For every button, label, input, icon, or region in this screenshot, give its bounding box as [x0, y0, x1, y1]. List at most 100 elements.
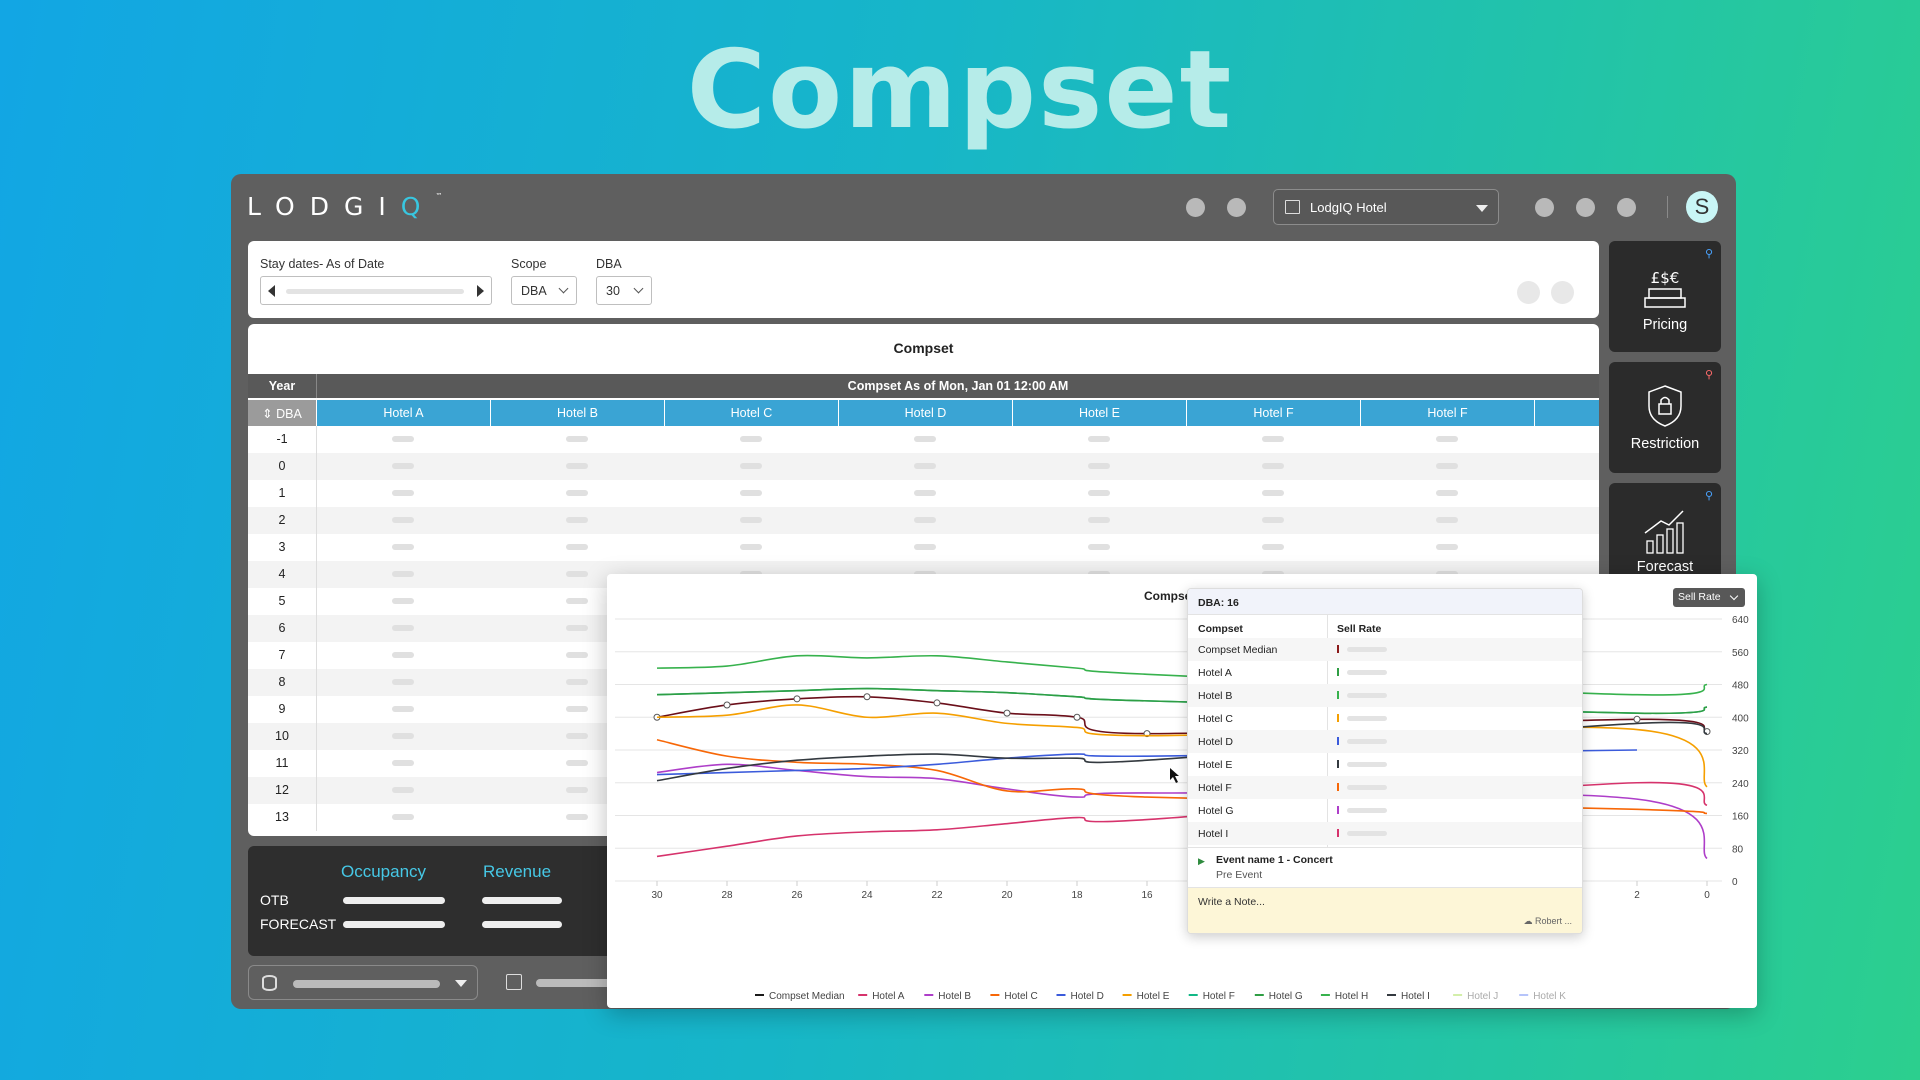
tooltip-row-label: Hotel D: [1198, 736, 1234, 748]
data-point: [933, 699, 941, 707]
legend-label[interactable]: Hotel G: [1269, 991, 1303, 1002]
nav-dot-1[interactable]: [1186, 198, 1205, 217]
dba-column-header[interactable]: ⇕ DBA: [248, 400, 316, 426]
tooltip-row-label: Hotel A: [1198, 667, 1232, 679]
table-header-group: Year Compset As of Mon, Jan 01 12:00 AM: [248, 374, 1599, 398]
value-placeholder: [566, 814, 588, 820]
measure-select[interactable]: Sell Rate: [1673, 588, 1745, 607]
restriction-card[interactable]: ⚲ Restriction: [1609, 362, 1721, 473]
tooltip-row: Hotel E: [1188, 753, 1582, 776]
x-tick-label: 20: [1001, 890, 1013, 901]
legend-label[interactable]: Hotel K: [1533, 991, 1566, 1002]
hotel-column-header[interactable]: Hotel F: [1186, 400, 1360, 426]
column-divider: [316, 669, 317, 696]
series-color-marker: [1337, 691, 1339, 699]
value-placeholder: [392, 787, 414, 793]
value-placeholder: [914, 463, 936, 469]
legend-label[interactable]: Hotel C: [1004, 991, 1037, 1002]
y-tick-label: 480: [1732, 681, 1749, 692]
series-color-marker: [1337, 806, 1339, 814]
chevron-down-icon: [633, 283, 644, 294]
legend-label[interactable]: Hotel F: [1203, 991, 1235, 1002]
y-tick-label: 560: [1732, 648, 1749, 659]
stay-dates-label: Stay dates- As of Date: [260, 257, 385, 271]
legend-label[interactable]: Compset Median: [769, 991, 845, 1002]
hotel-column-header[interactable]: Hotel A: [316, 400, 490, 426]
hotel-select[interactable]: LodgIQ Hotel: [1273, 189, 1499, 225]
nav-dot-2[interactable]: [1227, 198, 1246, 217]
legend-label[interactable]: Hotel B: [938, 991, 971, 1002]
tooltip-row: Hotel B: [1188, 684, 1582, 707]
column-divider: [316, 561, 317, 588]
legend-label[interactable]: Hotel A: [872, 991, 905, 1002]
nav-dot-4[interactable]: [1576, 198, 1595, 217]
next-arrow-icon[interactable]: [477, 285, 484, 297]
pin-icon[interactable]: ⚲: [1704, 248, 1713, 260]
column-divider: [316, 804, 317, 831]
otb-label: OTB: [260, 892, 289, 908]
hotel-select-value: LodgIQ Hotel: [1310, 200, 1387, 215]
nav-dot-3[interactable]: [1535, 198, 1554, 217]
value-placeholder: [566, 706, 588, 712]
y-tick-label: 640: [1732, 615, 1749, 626]
tooltip-col-compset: Compset: [1198, 623, 1243, 635]
table-view-icon[interactable]: [1517, 281, 1540, 304]
nav-dot-5[interactable]: [1617, 198, 1636, 217]
table-row[interactable]: 2: [248, 507, 1599, 534]
value-placeholder: [1262, 544, 1284, 550]
legend-label[interactable]: Hotel D: [1071, 991, 1104, 1002]
value-placeholder: [392, 598, 414, 604]
note-placeholder: Write a Note...: [1198, 896, 1265, 908]
prev-arrow-icon[interactable]: [268, 285, 275, 297]
download-icon[interactable]: [1551, 281, 1574, 304]
value-placeholder: [1088, 490, 1110, 496]
y-tick-label: 80: [1732, 844, 1744, 855]
value-placeholder: [1262, 436, 1284, 442]
pin-icon[interactable]: ⚲: [1704, 490, 1713, 502]
measure-select-value: Sell Rate: [1678, 591, 1721, 603]
chevron-down-icon: [1729, 591, 1739, 601]
dba-cell: 2: [278, 513, 286, 527]
pin-icon[interactable]: ⚲: [1704, 369, 1713, 381]
series-color-marker: [1337, 668, 1339, 676]
pricing-card[interactable]: ⚲ £$€ Pricing: [1609, 241, 1721, 352]
dba-select[interactable]: 30: [596, 276, 652, 305]
hero-title: Compset: [686, 28, 1234, 153]
table-header-columns: ⇕ DBA Hotel A Hotel B Hotel C Hotel D Hotel …: [248, 400, 1599, 426]
scope-select[interactable]: DBA: [511, 276, 577, 305]
legend-label[interactable]: Hotel E: [1137, 991, 1170, 1002]
table-row[interactable]: 3: [248, 534, 1599, 561]
value-placeholder: [566, 625, 588, 631]
data-point: [863, 693, 871, 701]
legend-label[interactable]: Hotel J: [1467, 991, 1498, 1002]
database-select[interactable]: [248, 965, 478, 1000]
table-row[interactable]: 1: [248, 480, 1599, 507]
user-avatar[interactable]: S: [1686, 191, 1718, 223]
calendar-icon[interactable]: [506, 974, 522, 990]
table-row[interactable]: -1: [248, 426, 1599, 453]
value-placeholder: [1088, 544, 1110, 550]
cloud-icon: ☁: [1523, 916, 1535, 926]
stay-dates-slider[interactable]: [260, 276, 492, 305]
hotel-column-header[interactable]: Hotel D: [838, 400, 1012, 426]
dba-cell: 12: [275, 783, 289, 797]
slider-track[interactable]: [286, 289, 464, 294]
data-point: [1633, 715, 1641, 723]
legend-label[interactable]: Hotel H: [1335, 991, 1368, 1002]
sort-icon: ⇕: [262, 407, 277, 421]
value-placeholder: [566, 463, 588, 469]
hotel-column-header[interactable]: Hotel C: [664, 400, 838, 426]
hotel-column-header[interactable]: Hotel E: [1012, 400, 1186, 426]
hotel-column-header[interactable]: Hotel B: [490, 400, 664, 426]
x-tick-label: 18: [1071, 890, 1083, 901]
note-field[interactable]: Write a Note... ☁ Robert ...: [1188, 887, 1582, 933]
column-divider: [316, 696, 317, 723]
hotel-column-header[interactable]: Hotel F: [1360, 400, 1534, 426]
forecast-label: Forecast: [1636, 559, 1694, 575]
legend-label[interactable]: Hotel I: [1401, 991, 1430, 1002]
tooltip-row: Hotel C: [1188, 707, 1582, 730]
value-placeholder: [1262, 517, 1284, 523]
table-row[interactable]: 0: [248, 453, 1599, 480]
revenue-header: Revenue: [483, 862, 552, 881]
x-tick-label: 16: [1141, 890, 1153, 901]
